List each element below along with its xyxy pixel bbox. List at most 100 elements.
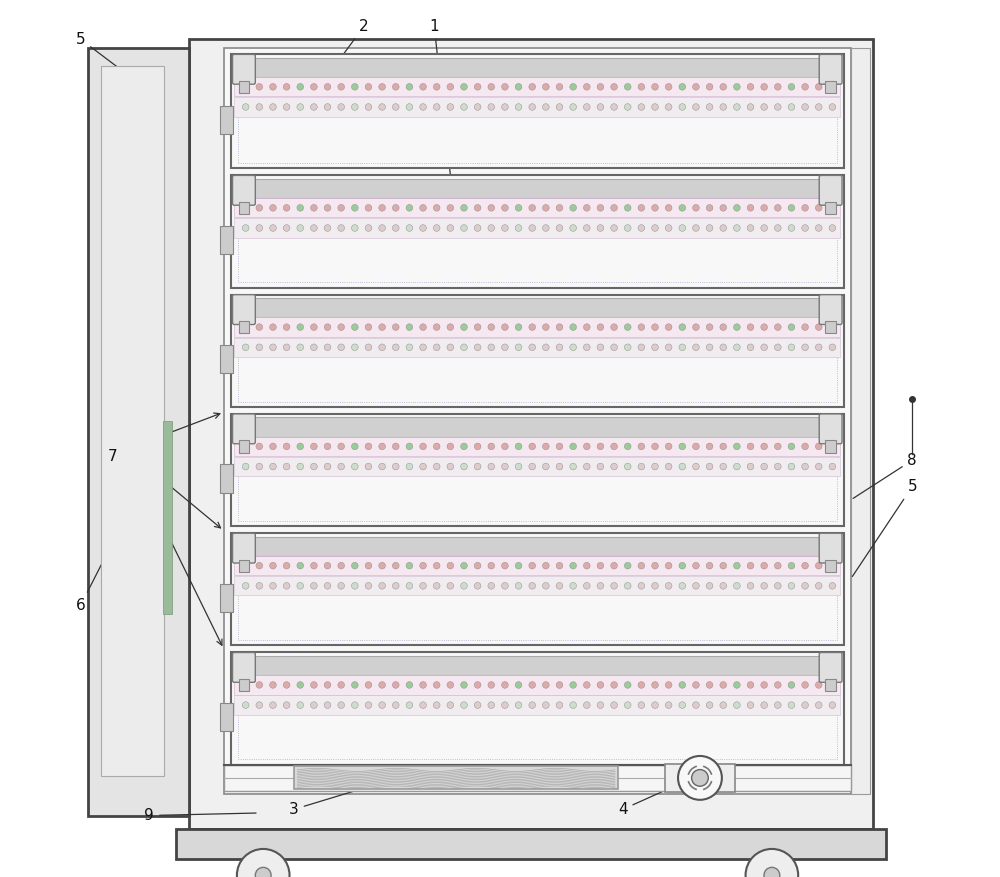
Circle shape (652, 83, 658, 90)
Circle shape (488, 463, 495, 470)
Circle shape (597, 463, 604, 470)
Circle shape (679, 582, 686, 589)
Circle shape (761, 324, 767, 331)
Circle shape (324, 324, 331, 331)
Bar (234, 675, 840, 695)
Circle shape (420, 702, 426, 709)
Circle shape (283, 324, 290, 331)
Circle shape (774, 702, 781, 709)
Circle shape (679, 702, 686, 709)
Circle shape (829, 562, 836, 569)
Bar (851, 48, 870, 794)
Circle shape (747, 83, 754, 90)
Circle shape (720, 324, 727, 331)
Circle shape (652, 225, 658, 232)
Text: 7: 7 (108, 448, 117, 464)
Circle shape (543, 103, 549, 111)
Bar (234, 338, 840, 357)
Circle shape (543, 562, 549, 569)
Circle shape (678, 756, 722, 800)
Circle shape (611, 463, 617, 470)
Circle shape (256, 225, 263, 232)
Bar (234, 576, 840, 595)
Circle shape (488, 702, 495, 709)
Circle shape (297, 681, 304, 688)
Circle shape (570, 344, 576, 351)
Circle shape (720, 443, 727, 450)
Bar (231, 652, 844, 765)
Circle shape (488, 204, 495, 211)
Circle shape (311, 103, 317, 111)
Circle shape (283, 681, 290, 688)
Circle shape (338, 702, 345, 709)
Circle shape (829, 204, 836, 211)
Circle shape (392, 204, 399, 211)
Circle shape (734, 582, 740, 589)
Bar (224, 765, 851, 791)
Circle shape (624, 463, 631, 470)
Circle shape (379, 204, 385, 211)
Circle shape (338, 582, 345, 589)
Circle shape (488, 103, 495, 111)
Bar (234, 317, 840, 337)
Circle shape (764, 867, 780, 877)
Circle shape (815, 324, 822, 331)
Circle shape (747, 702, 754, 709)
Circle shape (488, 324, 495, 331)
Circle shape (242, 443, 249, 450)
Circle shape (365, 702, 372, 709)
Circle shape (311, 562, 317, 569)
Circle shape (474, 681, 481, 688)
Bar (220, 703, 233, 731)
Circle shape (447, 324, 454, 331)
Circle shape (720, 344, 727, 351)
Circle shape (583, 204, 590, 211)
Circle shape (270, 443, 276, 450)
Circle shape (706, 344, 713, 351)
Circle shape (433, 324, 440, 331)
Circle shape (351, 103, 358, 111)
Bar (220, 584, 233, 612)
Circle shape (556, 83, 563, 90)
Circle shape (502, 463, 508, 470)
Bar (234, 437, 840, 456)
Circle shape (761, 344, 767, 351)
Circle shape (693, 103, 699, 111)
Circle shape (693, 702, 699, 709)
Circle shape (256, 463, 263, 470)
Bar (234, 417, 840, 437)
Circle shape (420, 582, 426, 589)
Circle shape (774, 204, 781, 211)
Circle shape (693, 562, 699, 569)
Bar (825, 321, 836, 333)
Circle shape (679, 443, 686, 450)
Circle shape (815, 225, 822, 232)
Circle shape (256, 103, 263, 111)
Circle shape (270, 702, 276, 709)
Circle shape (365, 582, 372, 589)
Text: 2: 2 (309, 18, 369, 101)
Circle shape (570, 702, 576, 709)
Circle shape (324, 83, 331, 90)
Circle shape (597, 582, 604, 589)
Bar (231, 295, 844, 407)
Circle shape (679, 225, 686, 232)
Circle shape (802, 225, 808, 232)
Circle shape (461, 225, 467, 232)
Circle shape (543, 443, 549, 450)
Circle shape (665, 463, 672, 470)
Circle shape (392, 103, 399, 111)
Circle shape (815, 681, 822, 688)
Circle shape (638, 204, 645, 211)
Circle shape (365, 443, 372, 450)
Circle shape (815, 204, 822, 211)
Circle shape (611, 344, 617, 351)
Bar (238, 538, 837, 640)
Circle shape (351, 225, 358, 232)
Circle shape (706, 103, 713, 111)
Circle shape (788, 681, 795, 688)
Circle shape (324, 582, 331, 589)
Circle shape (324, 443, 331, 450)
Circle shape (406, 562, 413, 569)
Circle shape (624, 83, 631, 90)
